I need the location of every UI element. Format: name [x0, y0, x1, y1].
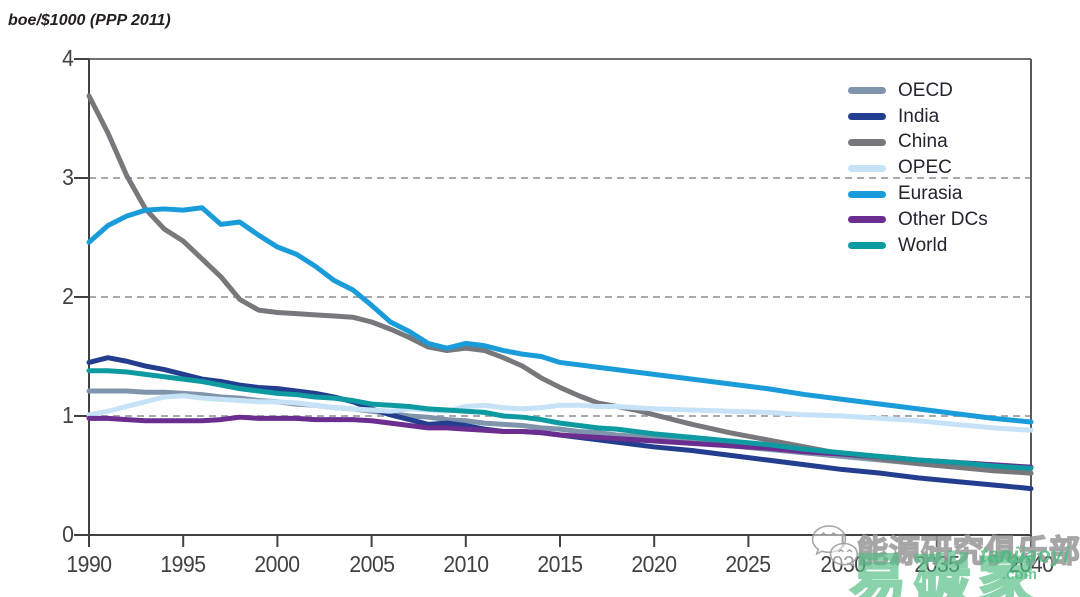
legend-swatch	[848, 87, 886, 95]
x-axis-label-2020: 2020	[631, 551, 678, 577]
series-line-opec	[86, 393, 1034, 433]
legend-label: Other DCs	[898, 208, 988, 230]
y-axis-label-2: 2	[62, 283, 74, 309]
legend-item-oecd: OECD	[848, 78, 988, 104]
legend-swatch	[848, 113, 886, 121]
x-axis-label-2005: 2005	[348, 551, 395, 577]
legend-item-other-dcs: Other DCs	[848, 207, 988, 233]
legend: OECD India China OPEC Eurasia Other DCs World	[848, 78, 988, 259]
legend-label: Eurasia	[898, 183, 963, 205]
y-axis-label-3: 3	[62, 164, 74, 190]
legend-label: China	[898, 131, 948, 153]
series-line-eurasia	[86, 205, 1034, 425]
legend-swatch	[848, 164, 886, 172]
series-line-india	[86, 355, 1034, 492]
legend-swatch	[848, 216, 886, 224]
legend-item-china: China	[848, 130, 988, 156]
legend-swatch	[848, 242, 886, 250]
x-axis-label-2015: 2015	[537, 551, 583, 577]
x-axis-label-2000: 2000	[254, 551, 301, 577]
x-axis-label-2025: 2025	[725, 551, 772, 577]
legend-label: World	[898, 234, 948, 256]
y-axis-label-1: 1	[62, 402, 74, 428]
legend-item-opec: OPEC	[848, 155, 988, 181]
legend-item-world: World	[848, 233, 988, 259]
y-axis-label-0: 0	[62, 521, 74, 547]
legend-item-india: India	[848, 104, 988, 130]
series-line-world	[86, 368, 1034, 471]
legend-label: OECD	[898, 79, 953, 101]
x-axis-label-2035: 2035	[914, 551, 960, 577]
series-line-other-dcs	[86, 414, 1034, 470]
x-axis-label-2030: 2030	[819, 551, 866, 577]
x-axis-label-2040: 2040	[1008, 551, 1054, 577]
legend-swatch	[848, 190, 886, 198]
legend-label: OPEC	[898, 157, 952, 179]
x-axis-label-1995: 1995	[160, 551, 207, 577]
legend-swatch	[848, 138, 886, 146]
y-axis-label-4: 4	[62, 45, 74, 71]
legend-item-eurasia: Eurasia	[848, 181, 988, 207]
y-axis-unit-title: boe/$1000 (PPP 2011)	[8, 12, 171, 29]
series-line-china	[86, 93, 1034, 476]
x-axis-label-2010: 2010	[443, 551, 489, 577]
legend-label: India	[898, 105, 940, 127]
x-axis-label-1990: 1990	[66, 551, 112, 577]
